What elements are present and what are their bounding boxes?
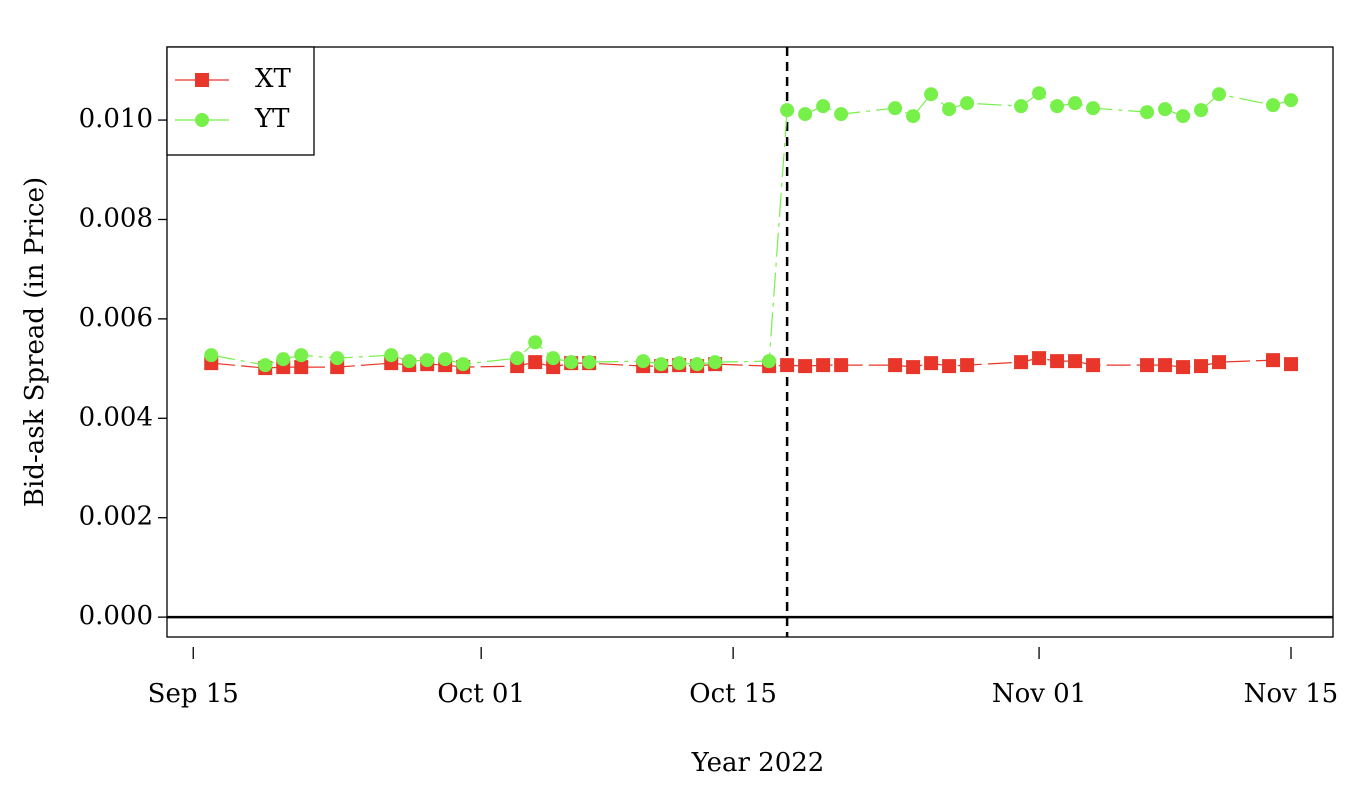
marker	[402, 354, 417, 369]
x-tick-label: Nov 01	[992, 679, 1086, 709]
x-tick-label: Oct 01	[437, 679, 525, 709]
marker	[258, 358, 273, 373]
marker	[906, 109, 921, 124]
legend-label: XT	[255, 64, 292, 94]
marker	[546, 351, 561, 366]
marker	[276, 352, 291, 367]
marker	[510, 351, 525, 366]
y-tick-label: 0.004	[79, 402, 153, 432]
marker	[330, 351, 345, 366]
marker	[1032, 86, 1047, 101]
marker	[1086, 358, 1101, 373]
marker	[294, 360, 309, 375]
marker	[1284, 93, 1299, 108]
marker	[834, 107, 849, 122]
marker	[1176, 109, 1191, 124]
marker	[690, 357, 705, 372]
y-tick-label: 0.000	[79, 601, 153, 631]
marker	[636, 354, 651, 369]
marker	[1014, 99, 1029, 114]
marker	[384, 348, 399, 363]
marker	[762, 354, 777, 369]
marker	[654, 357, 669, 372]
y-axis-label: Bid-ask Spread (in Price)	[20, 177, 50, 507]
marker	[960, 96, 975, 111]
marker	[1140, 105, 1155, 120]
marker	[1194, 359, 1209, 374]
y-tick-label: 0.002	[79, 502, 153, 532]
marker	[1014, 355, 1029, 370]
marker	[1068, 354, 1083, 369]
series-line	[211, 92, 1292, 366]
marker	[708, 355, 723, 370]
marker	[528, 355, 543, 370]
marker	[1266, 353, 1281, 368]
marker	[195, 113, 209, 127]
x-axis-label: Year 2022	[691, 748, 825, 778]
marker	[780, 358, 795, 373]
marker	[1068, 96, 1083, 111]
marker	[816, 358, 831, 373]
marker	[294, 348, 309, 363]
marker	[1284, 357, 1299, 372]
marker	[582, 355, 597, 370]
marker	[888, 358, 903, 373]
marker	[906, 360, 921, 375]
marker	[456, 357, 471, 372]
marker	[1194, 103, 1209, 118]
marker	[960, 358, 975, 373]
legend-label: YT	[254, 104, 290, 134]
marker	[204, 348, 219, 363]
plot-frame	[166, 46, 1334, 638]
marker	[420, 353, 435, 368]
marker	[1176, 360, 1191, 375]
x-tick-label: Oct 15	[689, 679, 777, 709]
marker	[780, 103, 795, 118]
marker	[1158, 358, 1173, 373]
marker	[888, 101, 903, 116]
marker	[798, 107, 813, 122]
marker	[834, 358, 849, 373]
marker	[924, 87, 939, 102]
marker	[564, 355, 579, 370]
marker	[1212, 87, 1227, 102]
marker	[672, 356, 687, 371]
marker	[1266, 98, 1281, 113]
marker	[942, 359, 957, 374]
marker	[798, 359, 813, 374]
marker	[1158, 102, 1173, 117]
marker	[1212, 355, 1227, 370]
marker	[1086, 101, 1101, 116]
marker	[195, 73, 209, 87]
marker	[1050, 99, 1065, 114]
y-tick-label: 0.010	[79, 104, 153, 134]
marker	[438, 352, 453, 367]
marker	[1050, 354, 1065, 369]
y-tick-label: 0.006	[79, 303, 153, 333]
marker	[1140, 358, 1155, 373]
legend-box	[166, 46, 315, 156]
x-tick-label: Sep 15	[148, 679, 239, 709]
marker	[924, 356, 939, 371]
marker	[816, 99, 831, 114]
x-tick-label: Nov 15	[1244, 679, 1338, 709]
marker	[942, 102, 957, 117]
series-line	[211, 357, 1292, 369]
marker	[1032, 351, 1047, 366]
marker	[528, 335, 543, 350]
y-tick-label: 0.008	[79, 203, 153, 233]
